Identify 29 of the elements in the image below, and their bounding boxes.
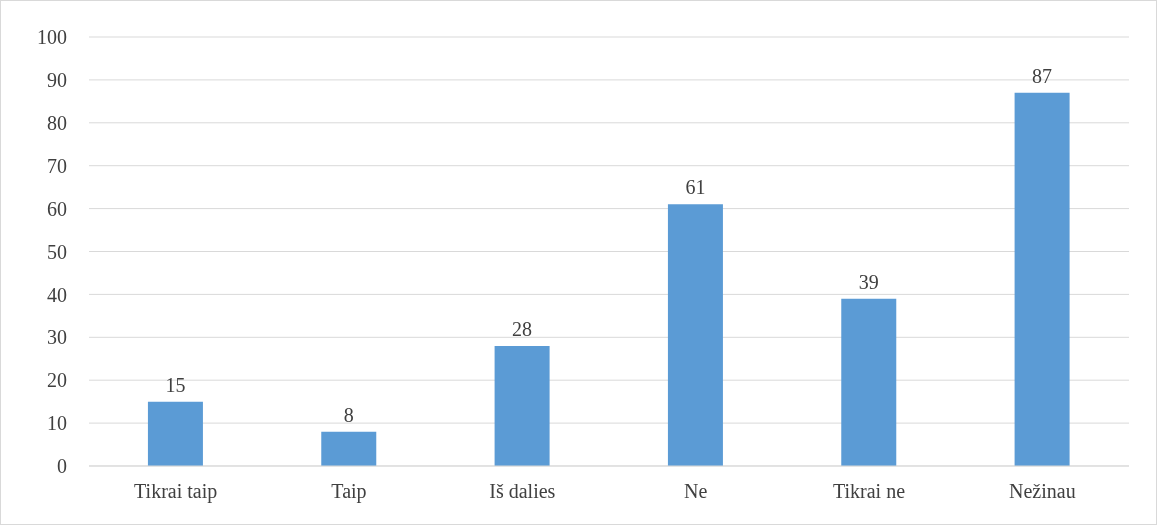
bar xyxy=(147,401,203,466)
bar xyxy=(494,345,550,466)
bar xyxy=(1014,92,1070,466)
data-label: 87 xyxy=(1032,64,1053,87)
y-tick-label: 80 xyxy=(47,111,67,134)
y-tick-label: 40 xyxy=(47,283,67,306)
y-tick-label: 90 xyxy=(47,69,67,91)
data-label: 15 xyxy=(165,373,186,396)
data-label: 8 xyxy=(343,403,354,426)
bar xyxy=(321,431,377,466)
x-tick-label: Tikrai taip xyxy=(134,480,218,504)
bar xyxy=(841,298,897,466)
data-label: 39 xyxy=(858,270,879,293)
x-tick-label: Nežinau xyxy=(1009,480,1076,503)
y-tick-label: 30 xyxy=(47,326,67,349)
y-tick-label: 20 xyxy=(47,369,67,392)
y-tick-label: 0 xyxy=(57,455,67,478)
x-tick-label: Tikrai ne xyxy=(832,480,906,503)
y-tick-label: 60 xyxy=(47,197,67,220)
data-label: 28 xyxy=(512,317,533,340)
bar xyxy=(667,204,723,466)
y-tick-label: 70 xyxy=(47,154,67,177)
y-tick-label: 50 xyxy=(47,240,67,263)
y-tick-label: 100 xyxy=(37,26,67,49)
x-tick-label: Taip xyxy=(331,480,367,504)
x-tick-label: Iš dalies xyxy=(489,480,556,503)
x-tick-label: Ne xyxy=(684,480,708,503)
data-label: 61 xyxy=(685,176,706,199)
y-tick-label: 10 xyxy=(47,412,67,435)
